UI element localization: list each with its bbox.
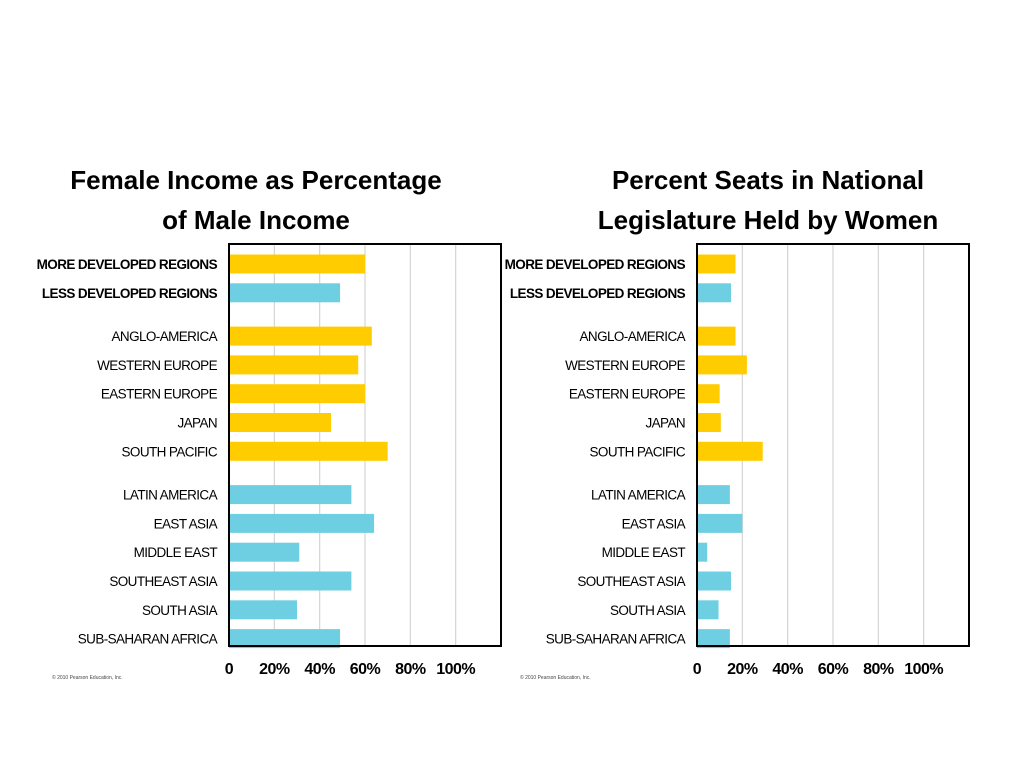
bar-less-developed-regions bbox=[697, 283, 731, 303]
category-label: JAPAN bbox=[645, 416, 685, 431]
x-tick-label: 40% bbox=[772, 661, 803, 678]
category-label: SOUTH PACIFIC bbox=[590, 444, 686, 459]
bar-eastern-europe bbox=[697, 384, 720, 404]
bar-east-asia bbox=[697, 513, 743, 533]
category-label: EASTERN EUROPE bbox=[101, 387, 218, 402]
legislature-chart-panel: Percent Seats in National Legislature He… bbox=[505, 0, 1024, 768]
bar-sub-saharan-africa bbox=[697, 629, 730, 649]
bar-southeast-asia bbox=[697, 571, 731, 591]
category-label: MORE DEVELOPED REGIONS bbox=[37, 257, 218, 272]
income-chart-panel: Female Income as Percentage of Male Inco… bbox=[0, 160, 512, 681]
bar-middle-east bbox=[229, 542, 300, 562]
chart-title: Percent Seats in National Legislature He… bbox=[512, 160, 1024, 240]
category-label: EAST ASIA bbox=[622, 516, 686, 531]
category-label: SOUTH ASIA bbox=[610, 603, 686, 618]
bar-japan bbox=[697, 413, 721, 432]
bar-middle-east bbox=[697, 542, 708, 562]
category-label: ANGLO-AMERICA bbox=[580, 329, 686, 344]
bar-more-developed-regions bbox=[697, 254, 736, 274]
bar-anglo-america bbox=[229, 326, 372, 346]
category-label: MIDDLE EAST bbox=[602, 545, 686, 560]
category-label: SOUTHEAST ASIA bbox=[577, 574, 685, 589]
bar-south-asia bbox=[697, 600, 719, 620]
bar-sub-saharan-africa bbox=[229, 629, 341, 649]
x-tick-label: 0 bbox=[225, 661, 234, 678]
category-label: LATIN AMERICA bbox=[123, 488, 218, 503]
bar-south-asia bbox=[229, 600, 297, 620]
chart-title: Female Income as Percentage of Male Inco… bbox=[0, 160, 512, 240]
x-tick-label: 80% bbox=[395, 661, 426, 678]
category-label: EAST ASIA bbox=[154, 516, 218, 531]
chart-title-line-1: Percent Seats in National bbox=[611, 165, 925, 195]
x-tick-label: 40% bbox=[304, 661, 335, 678]
chart-title-line-2: of Male Income bbox=[162, 205, 350, 235]
category-label: SOUTH ASIA bbox=[142, 603, 218, 618]
category-label: MORE DEVELOPED REGIONS bbox=[505, 257, 686, 272]
category-label: LESS DEVELOPED REGIONS bbox=[510, 286, 686, 301]
category-label: SUB-SAHARAN AFRICA bbox=[78, 632, 218, 647]
plot-frame bbox=[228, 243, 502, 647]
category-label: SUB-SAHARAN AFRICA bbox=[546, 632, 686, 647]
category-label: LESS DEVELOPED REGIONS bbox=[42, 286, 218, 301]
x-tick-label: 20% bbox=[259, 661, 290, 678]
x-tick-label: 60% bbox=[350, 661, 381, 678]
legislature-bar-chart: MORE DEVELOPED REGIONS LESS DEVELOPED REG… bbox=[505, 243, 970, 681]
chart-title-line-2: Legislature Held by Women bbox=[597, 205, 939, 235]
category-label: ANGLO-AMERICA bbox=[112, 329, 218, 344]
copyright-credit: © 2010 Pearson Education, Inc. bbox=[520, 674, 591, 681]
category-label: WESTERN EUROPE bbox=[565, 358, 685, 373]
category-label: SOUTHEAST ASIA bbox=[109, 574, 217, 589]
x-tick-label: 60% bbox=[818, 661, 849, 678]
bar-anglo-america bbox=[697, 326, 736, 346]
category-label: WESTERN EUROPE bbox=[97, 358, 217, 373]
bar-more-developed-regions bbox=[229, 254, 365, 274]
bar-south-pacific bbox=[229, 441, 388, 461]
category-label: MIDDLE EAST bbox=[134, 545, 218, 560]
copyright-credit: © 2010 Pearson Education, Inc. bbox=[52, 674, 123, 681]
bar-south-pacific bbox=[697, 441, 763, 461]
x-tick-label: 100% bbox=[904, 661, 943, 678]
income-bar-chart: MORE DEVELOPED REGIONS LESS DEVELOPED REG… bbox=[37, 243, 502, 681]
bar-southeast-asia bbox=[229, 571, 352, 591]
x-tick-label: 0 bbox=[693, 661, 702, 678]
bar-latin-america bbox=[229, 485, 352, 505]
x-tick-label: 20% bbox=[727, 661, 758, 678]
x-tick-label: 100% bbox=[436, 661, 475, 678]
bar-latin-america bbox=[697, 485, 730, 505]
bar-eastern-europe bbox=[229, 384, 365, 404]
chart-title-line-1: Female Income as Percentage bbox=[70, 165, 442, 195]
bar-western-europe bbox=[697, 355, 747, 375]
category-label: SOUTH PACIFIC bbox=[122, 444, 218, 459]
bar-east-asia bbox=[229, 513, 375, 533]
category-label: LATIN AMERICA bbox=[591, 488, 686, 503]
bar-less-developed-regions bbox=[229, 283, 341, 303]
category-label: JAPAN bbox=[177, 416, 217, 431]
category-label: EASTERN EUROPE bbox=[569, 387, 686, 402]
plot-frame bbox=[696, 243, 970, 647]
bar-western-europe bbox=[229, 355, 359, 375]
x-tick-label: 80% bbox=[863, 661, 894, 678]
bar-japan bbox=[229, 413, 331, 432]
